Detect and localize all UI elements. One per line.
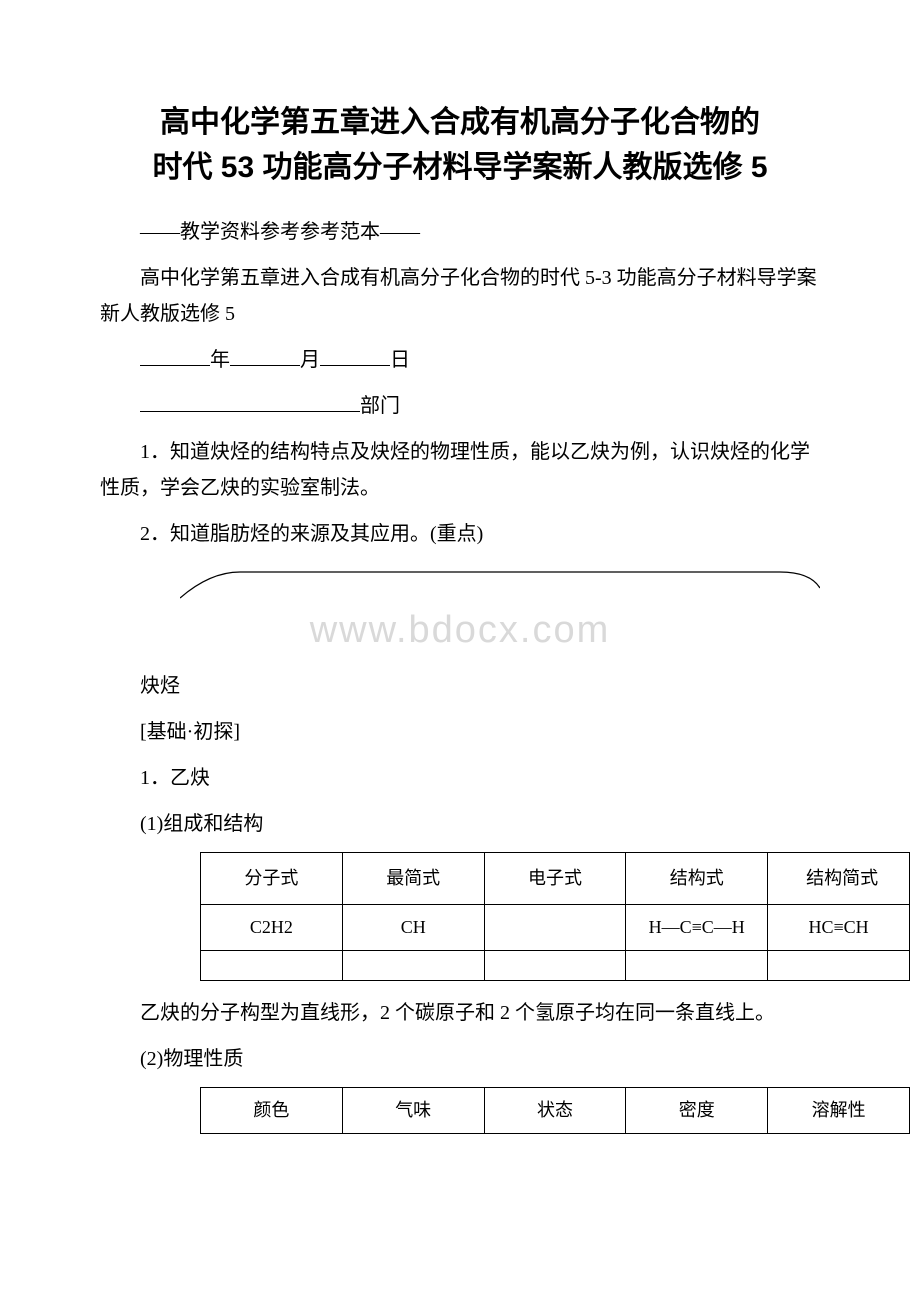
empty-cell (626, 951, 768, 981)
day-label: 日 (390, 349, 410, 371)
table-header-simplest-formula: 最简式 (342, 853, 484, 905)
date-fill-line: 年月日 (100, 342, 820, 378)
table-header-solubility: 溶解性 (768, 1088, 910, 1134)
geometry-note: 乙炔的分子构型为直线形，2 个碳原子和 2 个氢原子均在同一条直线上。 (100, 995, 820, 1031)
physical-properties-table: 颜色 气味 状态 密度 溶解性 (200, 1087, 910, 1134)
empty-cell (768, 951, 910, 981)
department-fill-line: 部门 (100, 388, 820, 424)
composition-structure-table: 分子式 最简式 电子式 结构式 结构简式 C2H2 CH H—C≡C—H HC≡… (200, 852, 910, 981)
table-row: C2H2 CH H—C≡C—H HC≡CH (201, 905, 910, 951)
subtitle-paragraph: 高中化学第五章进入合成有机高分子化合物的时代 5-3 功能高分子材料导学案新人教… (100, 260, 820, 332)
section-1-1-composition: (1)组成和结构 (100, 806, 820, 842)
year-label: 年 (210, 349, 230, 371)
curve-divider-icon (180, 570, 820, 600)
month-blank (230, 346, 300, 366)
year-blank (140, 346, 210, 366)
department-label: 部门 (360, 395, 400, 417)
table-row (201, 951, 910, 981)
table-header-odor: 气味 (342, 1088, 484, 1134)
empty-cell (342, 951, 484, 981)
table-header-state: 状态 (484, 1088, 626, 1134)
section-alkyne: 炔烃 (100, 668, 820, 704)
table-header-structural-formula: 结构式 (626, 853, 768, 905)
section-1-acetylene: 1．乙炔 (100, 760, 820, 796)
table-header-density: 密度 (626, 1088, 768, 1134)
table-row: 颜色 气味 状态 密度 溶解性 (201, 1088, 910, 1134)
reference-note: ——教学资料参考参考范本—— (100, 214, 820, 250)
section-basic-explore: [基础·初探] (100, 714, 820, 750)
watermark-text: www.bdocx.com (100, 609, 820, 652)
cell-molecular-formula: C2H2 (201, 905, 343, 951)
day-blank (320, 346, 390, 366)
table-row: 分子式 最简式 电子式 结构式 结构简式 (201, 853, 910, 905)
cell-simplest-formula: CH (342, 905, 484, 951)
learning-point-1: 1．知道炔烃的结构特点及炔烃的物理性质，能以乙炔为例，认识炔烃的化学性质，学会乙… (100, 434, 820, 506)
title-line-1: 高中化学第五章进入合成有机高分子化合物的 (160, 106, 760, 139)
table-header-condensed-formula: 结构简式 (768, 853, 910, 905)
cell-electron-formula (484, 905, 626, 951)
table-header-electron-formula: 电子式 (484, 853, 626, 905)
empty-cell (201, 951, 343, 981)
cell-structural-formula: H—C≡C—H (626, 905, 768, 951)
document-title: 高中化学第五章进入合成有机高分子化合物的 时代 53 功能高分子材料导学案新人教… (100, 100, 820, 190)
title-line-2: 时代 53 功能高分子材料导学案新人教版选修 5 (152, 151, 767, 184)
empty-cell (484, 951, 626, 981)
department-blank (140, 392, 360, 412)
table-header-molecular-formula: 分子式 (201, 853, 343, 905)
learning-point-2: 2．知道脂肪烃的来源及其应用。(重点) (100, 516, 820, 552)
section-1-2-physical: (2)物理性质 (100, 1041, 820, 1077)
month-label: 月 (300, 349, 320, 371)
cell-condensed-formula: HC≡CH (768, 905, 910, 951)
table-header-color: 颜色 (201, 1088, 343, 1134)
